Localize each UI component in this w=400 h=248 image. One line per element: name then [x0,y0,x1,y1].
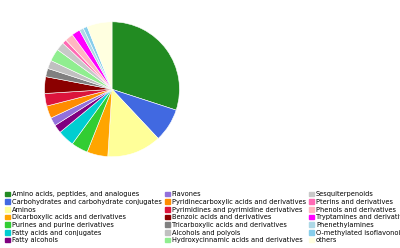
Wedge shape [108,89,158,157]
Wedge shape [63,40,112,89]
Wedge shape [72,89,112,152]
Wedge shape [72,30,112,89]
Legend: Amino acids, peptides, and analogues, Carbohydrates and carbohydrate conjugates,: Amino acids, peptides, and analogues, Ca… [3,190,400,245]
Wedge shape [51,89,112,125]
Wedge shape [66,35,112,89]
Wedge shape [45,89,112,106]
Wedge shape [87,22,112,89]
Wedge shape [87,89,112,156]
Wedge shape [80,28,112,89]
Wedge shape [83,27,112,89]
Wedge shape [51,50,112,89]
Wedge shape [46,68,112,89]
Wedge shape [48,61,112,89]
Wedge shape [58,43,112,89]
Wedge shape [112,89,176,138]
Wedge shape [47,89,112,118]
Wedge shape [60,89,112,144]
Wedge shape [55,89,112,132]
Wedge shape [44,77,112,93]
Wedge shape [112,22,180,110]
